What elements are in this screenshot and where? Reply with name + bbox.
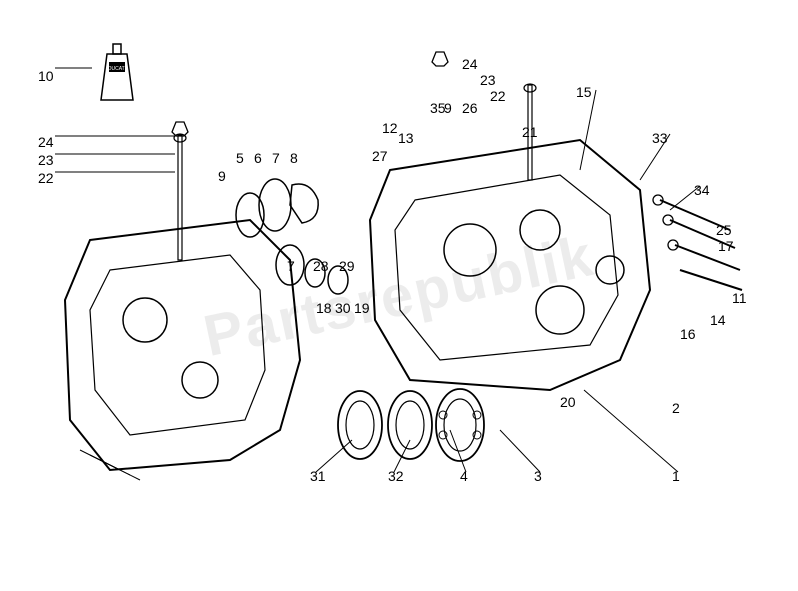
crankcase-right-outline <box>360 120 680 410</box>
stud-left <box>170 130 190 270</box>
part-label-5: 5 <box>236 150 244 166</box>
part-label-34: 34 <box>694 182 710 198</box>
part-label-33: 33 <box>652 130 668 146</box>
tube-label: DUCATI <box>108 66 126 72</box>
part-label-35: 35 <box>430 100 446 116</box>
part-label-19: 19 <box>354 300 370 316</box>
sealant-tube-icon: DUCATI <box>95 42 145 112</box>
small-bearings-outline <box>220 165 360 305</box>
part-label-10: 10 <box>38 68 54 84</box>
part-label-12: 12 <box>382 120 398 136</box>
part-label-22: 22 <box>490 88 506 104</box>
part-label-14: 14 <box>710 312 726 328</box>
part-label-23: 23 <box>38 152 54 168</box>
watermark-text: Partsrepublik <box>198 221 600 369</box>
part-label-8: 8 <box>290 150 298 166</box>
bearings-outline <box>330 380 530 470</box>
part-label-7: 7 <box>272 150 280 166</box>
part-label-6: 6 <box>254 150 262 166</box>
part-label-28: 28 <box>313 258 329 274</box>
crankcase-left-outline <box>50 200 330 490</box>
part-label-9: 9 <box>444 100 452 116</box>
part-label-24: 24 <box>38 134 54 150</box>
part-label-17: 17 <box>718 238 734 254</box>
part-label-9: 9 <box>218 168 226 184</box>
part-label-20: 20 <box>560 394 576 410</box>
part-label-2: 2 <box>672 400 680 416</box>
part-label-22: 22 <box>38 170 54 186</box>
part-label-27: 27 <box>372 148 388 164</box>
part-label-32: 32 <box>388 468 404 484</box>
part-label-21: 21 <box>522 124 538 140</box>
part-label-3: 3 <box>534 468 542 484</box>
bolts-right <box>640 190 750 330</box>
nut-cap-right <box>428 48 452 68</box>
part-label-4: 4 <box>460 468 468 484</box>
part-label-16: 16 <box>680 326 696 342</box>
part-label-29: 29 <box>339 258 355 274</box>
stud-right <box>520 80 540 190</box>
part-label-30: 30 <box>335 300 351 316</box>
part-label-7: 7 <box>287 258 295 274</box>
part-label-26: 26 <box>462 100 478 116</box>
part-label-31: 31 <box>310 468 326 484</box>
part-label-25: 25 <box>716 222 732 238</box>
part-label-15: 15 <box>576 84 592 100</box>
parts-diagram: Partsrepublik DUCATI <box>0 0 798 591</box>
part-label-24: 24 <box>462 56 478 72</box>
part-label-13: 13 <box>398 130 414 146</box>
part-label-1: 1 <box>672 468 680 484</box>
nut-cap-left <box>168 118 192 138</box>
part-label-23: 23 <box>480 72 496 88</box>
part-label-18: 18 <box>316 300 332 316</box>
part-label-11: 11 <box>732 290 747 306</box>
